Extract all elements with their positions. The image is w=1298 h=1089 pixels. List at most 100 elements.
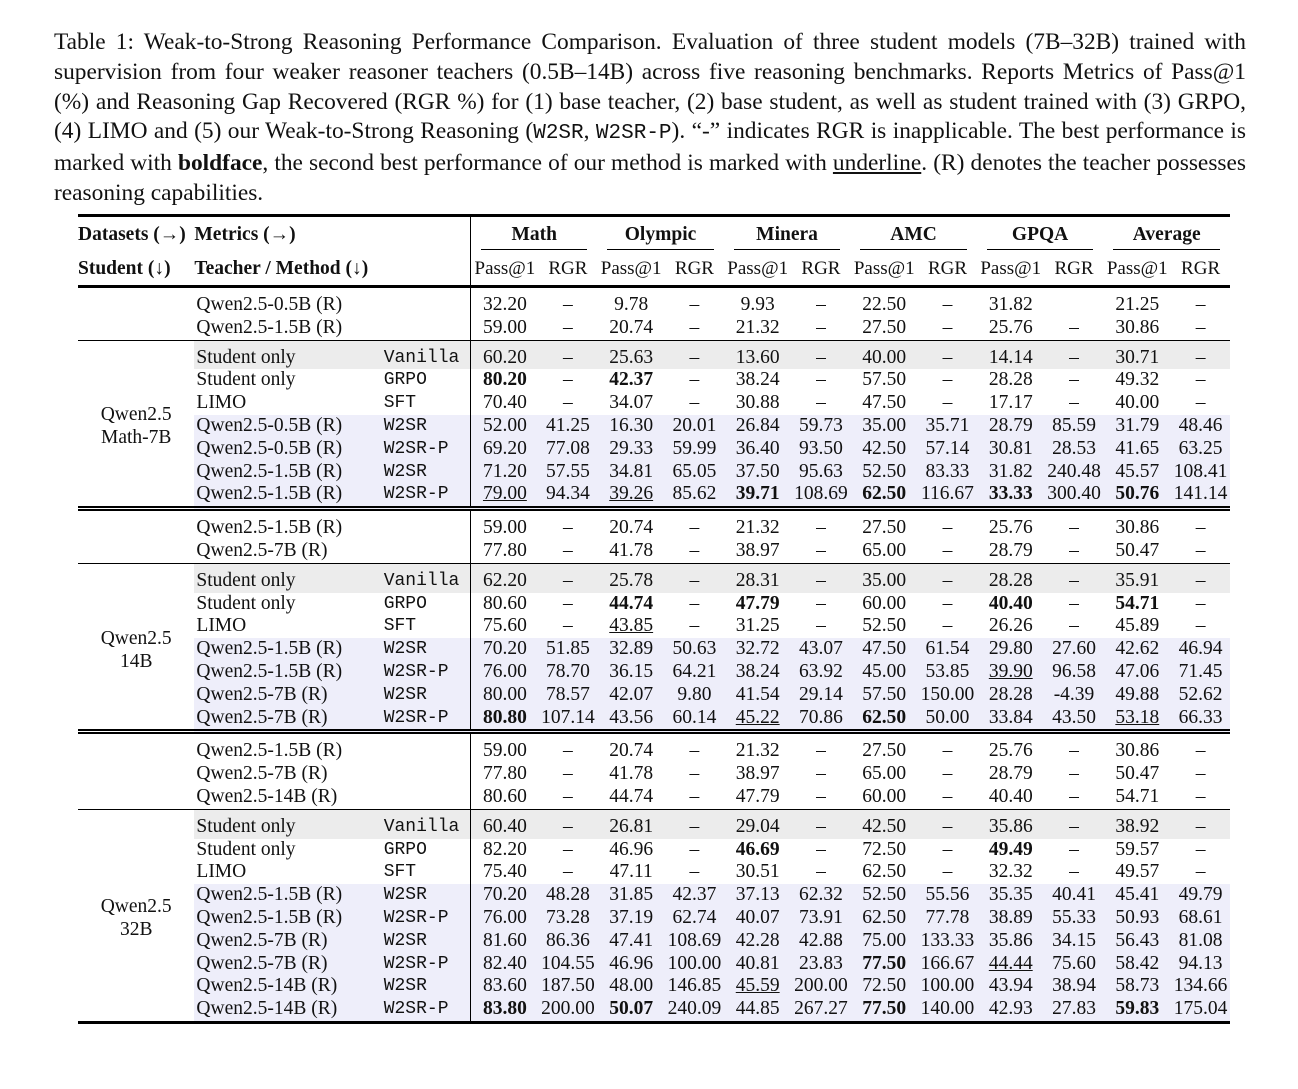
value-cell: 86.36 [538,929,598,953]
value-cell: – [816,316,826,338]
value-cell: 80.00 [470,683,539,707]
value-cell: 80.80 [470,706,539,732]
value-cell: – [689,615,700,637]
value-cell: 9.80 [665,683,724,707]
metric-header: RGR [665,253,724,288]
value-cell: 108.69 [791,483,851,509]
value-cell: – [563,785,573,807]
method-cell: W2SR [383,929,471,953]
value-cell: 16.30 [597,414,666,438]
value-cell: 26.84 [723,414,792,438]
value-cell: 27.83 [1044,998,1104,1023]
value-cell: 300.40 [1044,483,1104,509]
value-cell: 33.84 [976,706,1045,732]
value-cell: 61.54 [918,638,977,661]
metric-header: RGR [1171,253,1230,288]
value-cell: – [1069,861,1079,883]
table-row: Qwen2.5-1.5B (R) W2SR 70.20 51.85 32.89 50.63… [78,638,1230,661]
value-cell: 35.86 [976,808,1045,839]
table-row: Qwen2.5 32B Student only Vanilla 60.40–26.81… [78,808,1230,1023]
value-cell: 75.40 [470,861,539,885]
student-cell [78,729,195,764]
value-cell [1045,287,1104,317]
value-cell: 83.80 [470,998,539,1023]
value-cell: – [816,861,826,883]
value-cell: 36.15 [597,660,666,684]
value-cell: 38.89 [976,906,1045,930]
value-cell: – [1195,592,1206,614]
value-cell: 48.28 [538,884,598,907]
value-cell: 52.50 [862,615,907,637]
student-cell [78,763,194,786]
value-cell: 75.00 [850,929,919,953]
value-cell: 50.47 [1115,763,1160,785]
student-cell [78,540,194,563]
value-cell: 30.86 [1115,316,1160,338]
value-cell: 60.14 [665,706,724,732]
value-cell: -4.39 [1044,683,1104,707]
value-cell: 44.74 [609,592,654,614]
value-cell: – [1044,562,1104,593]
value-cell: – [1171,808,1230,839]
method-cell [384,786,471,809]
value-cell: – [563,316,573,338]
value-cell: 34.81 [597,460,666,484]
teacher-cell: Qwen2.5-0.5B (R) [194,414,384,438]
value-cell: 71.45 [1171,660,1230,684]
teacher-cell: Qwen2.5-1.5B (R) [194,660,384,684]
value-cell: 53.18 [1103,706,1172,732]
caption-underline: underline [832,150,922,177]
value-cell: 60.00 [862,592,907,614]
value-cell: – [816,615,826,637]
value-cell: – [1069,615,1079,637]
student-cell [78,287,194,317]
value-cell: – [918,729,977,764]
student-name: Math-7B [100,427,172,449]
method-cell: W2SR-P [383,706,471,732]
value-cell: – [791,729,851,764]
value-cell: 146.85 [665,975,724,999]
value-cell: – [1195,392,1206,414]
value-cell: 77.50 [850,998,919,1023]
value-cell: 47.06 [1103,660,1172,684]
value-cell: 52.00 [470,414,539,438]
value-cell: – [1069,763,1079,785]
student-name: 14B [119,650,153,672]
value-cell: 63.92 [791,660,851,684]
value-cell: 25.76 [976,729,1045,764]
caption-text: , [583,118,596,145]
value-cell: – [1069,838,1079,860]
value-cell: 14.14 [976,339,1045,370]
value-cell: 62.32 [791,884,851,907]
method-cell: GRPO [383,839,427,860]
method-cell: W2SR-P [383,952,471,976]
method-cell: Vanilla [383,562,471,593]
value-cell: 27.50 [850,506,919,540]
value-cell: – [816,539,826,561]
teacher-cell: Student only [194,562,384,593]
value-cell: – [791,506,851,540]
value-cell: 25.76 [976,506,1045,540]
value-cell: 13.60 [723,339,792,370]
value-cell: 65.05 [665,460,724,484]
dataset-header-cell: Math [470,215,598,253]
value-cell: 50.76 [1103,483,1172,509]
value-cell: 150.00 [918,683,977,707]
value-cell: 59.00 [470,729,539,764]
value-cell: 42.93 [976,998,1045,1023]
value-cell: 73.28 [538,906,598,930]
value-cell: 70.20 [470,638,539,661]
value-cell: 30.51 [735,861,780,883]
value-cell: 116.67 [918,483,977,509]
value-cell: 49.57 [1115,861,1160,883]
metric-header: RGR [918,253,977,288]
value-cell: 21.25 [1115,294,1160,315]
value-cell: – [942,785,953,807]
value-cell: 65.00 [862,539,907,561]
value-cell: 40.40 [988,592,1033,614]
value-cell: 21.32 [735,316,780,338]
value-cell: 50.00 [918,706,977,732]
method-cell: SFT [383,862,417,883]
teacher-cell: Qwen2.5-7B (R) [194,683,384,707]
value-cell: – [1044,808,1104,839]
